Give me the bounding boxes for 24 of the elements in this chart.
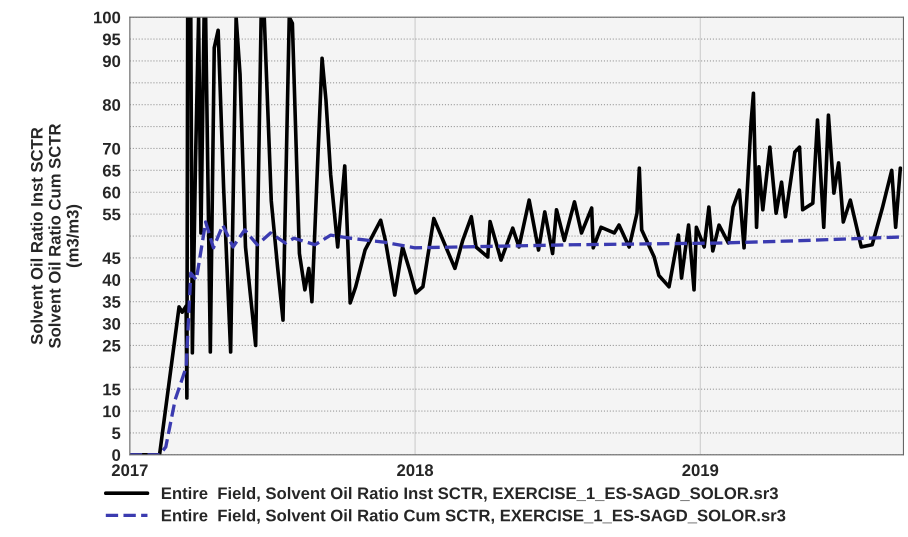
line-series <box>130 17 902 455</box>
legend-label: Entire Field, Solvent Oil Ratio Cum SCTR, EXERCISE_1_ES-SAGD_SOLOR.sr3 <box>162 509 786 524</box>
y-tick-label: 5 <box>112 428 120 440</box>
y-tick-label: 30 <box>102 318 120 330</box>
y-tick-label: 70 <box>102 142 120 155</box>
y-tick-label: 60 <box>102 186 120 198</box>
x-tick-label: 2019 <box>682 464 718 476</box>
y-tick-label: 10 <box>103 405 120 418</box>
y-tick-label: 45 <box>102 252 120 264</box>
y-tick-label: 65 <box>102 164 120 177</box>
y-tick-label: 40 <box>102 274 120 286</box>
legend-label: Entire Field, Solvent Oil Ratio Inst SCTR, EXERCISE_1_ES-SAGD_SOLOR.sr3 <box>162 486 778 502</box>
y-tick-label: 35 <box>102 296 120 308</box>
y-tick-label: 25 <box>102 340 120 352</box>
x-tick-label: 2018 <box>397 464 434 476</box>
y-tick-label: 55 <box>102 208 120 220</box>
y-tick-label: 90 <box>102 55 120 68</box>
y-tick-label: 100 <box>94 12 120 24</box>
y-tick-label: 95 <box>102 33 120 46</box>
y-tick-label: 0 <box>112 449 120 462</box>
y-tick-label: 80 <box>102 99 120 111</box>
y-axis-title: Solvent Oil Ratio Inst SCTR Solvent Oil Ratio Cum SCTR (m3/m3) <box>30 124 82 348</box>
y-tick-label: 15 <box>103 384 120 396</box>
x-tick-label: 2017 <box>112 464 148 476</box>
